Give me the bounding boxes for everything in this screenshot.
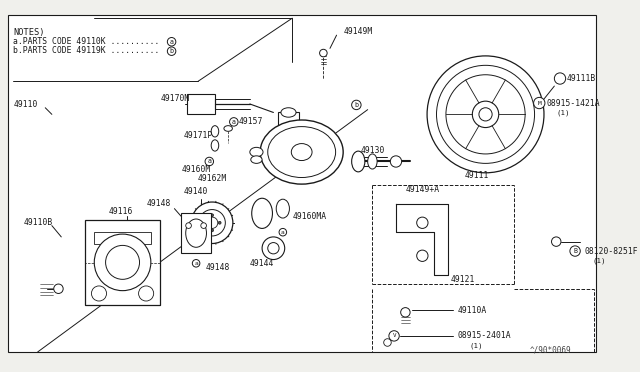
Ellipse shape [351, 151, 365, 172]
Circle shape [268, 243, 279, 254]
Circle shape [389, 331, 399, 341]
Circle shape [427, 56, 544, 173]
Circle shape [390, 156, 402, 167]
Circle shape [211, 229, 214, 232]
Ellipse shape [268, 126, 335, 177]
Ellipse shape [368, 154, 377, 169]
Text: NOTES): NOTES) [13, 28, 45, 36]
Circle shape [199, 209, 225, 236]
Bar [181, 213, 211, 253]
Bar [85, 220, 160, 305]
Text: 49144: 49144 [250, 259, 274, 268]
Ellipse shape [211, 140, 219, 151]
Text: 08915-2401A: 08915-2401A [457, 331, 511, 340]
Text: (1): (1) [592, 257, 605, 264]
Ellipse shape [211, 126, 219, 137]
Text: 49116: 49116 [108, 207, 132, 216]
Text: 49110A: 49110A [457, 306, 486, 315]
Ellipse shape [291, 144, 312, 161]
Text: 49110: 49110 [13, 100, 38, 109]
Text: 08915-1421A: 08915-1421A [547, 99, 600, 108]
Text: 49111B: 49111B [566, 74, 596, 83]
Text: 49157: 49157 [239, 118, 263, 126]
Text: (1): (1) [556, 109, 570, 116]
Text: B: B [573, 248, 577, 254]
Circle shape [351, 100, 361, 110]
Circle shape [417, 250, 428, 262]
Circle shape [218, 221, 221, 224]
Text: 49148: 49148 [146, 199, 170, 208]
Text: a: a [170, 39, 173, 45]
Circle shape [279, 228, 287, 236]
Circle shape [262, 237, 285, 260]
Text: 49162M: 49162M [198, 174, 227, 183]
Circle shape [384, 339, 391, 346]
Ellipse shape [252, 198, 273, 228]
Circle shape [203, 221, 206, 224]
Ellipse shape [276, 199, 289, 218]
Circle shape [139, 286, 154, 301]
Ellipse shape [224, 126, 232, 131]
Text: ^/90*0069: ^/90*0069 [530, 346, 572, 355]
Text: b: b [170, 48, 173, 54]
Circle shape [472, 101, 499, 128]
Text: 49160MA: 49160MA [292, 212, 326, 221]
Bar [278, 112, 299, 128]
Text: 49170M: 49170M [160, 94, 189, 103]
Text: 49160M: 49160M [182, 164, 211, 173]
Text: 49130: 49130 [361, 146, 385, 155]
Circle shape [319, 49, 327, 57]
Text: 49149M: 49149M [344, 27, 373, 36]
Circle shape [570, 246, 580, 256]
Text: 49110B: 49110B [24, 218, 53, 227]
Circle shape [401, 308, 410, 317]
Bar [94, 232, 151, 244]
Circle shape [446, 75, 525, 154]
Circle shape [201, 223, 207, 228]
Text: 49171P: 49171P [184, 131, 213, 140]
Circle shape [207, 217, 218, 228]
Circle shape [92, 286, 106, 301]
Circle shape [54, 284, 63, 294]
Text: 08120-8251F: 08120-8251F [584, 247, 638, 256]
Bar [187, 94, 215, 114]
Text: a: a [232, 119, 236, 125]
Circle shape [205, 157, 214, 166]
Text: 49148: 49148 [205, 263, 230, 272]
Text: a: a [194, 261, 198, 266]
Text: a: a [281, 230, 285, 235]
Text: a.PARTS CODE 49110K ..........: a.PARTS CODE 49110K .......... [13, 37, 159, 46]
Circle shape [193, 260, 200, 267]
Text: (1): (1) [470, 342, 483, 349]
Circle shape [191, 202, 233, 244]
Circle shape [230, 118, 238, 126]
Text: b.PARTS CODE 49119K ..........: b.PARTS CODE 49119K .......... [13, 46, 159, 55]
Circle shape [534, 97, 545, 109]
Circle shape [186, 223, 191, 228]
Circle shape [554, 73, 566, 84]
Text: a: a [207, 158, 211, 164]
Ellipse shape [186, 219, 207, 247]
Text: b: b [355, 102, 358, 108]
Ellipse shape [250, 147, 263, 157]
Circle shape [167, 38, 176, 46]
Circle shape [94, 234, 151, 291]
Ellipse shape [281, 108, 296, 117]
Circle shape [417, 217, 428, 228]
Circle shape [552, 237, 561, 246]
Circle shape [211, 214, 214, 217]
Text: 49121: 49121 [451, 275, 475, 283]
Circle shape [479, 108, 492, 121]
Text: 49149+A: 49149+A [405, 185, 440, 194]
Ellipse shape [260, 120, 343, 184]
Circle shape [436, 65, 534, 163]
Ellipse shape [251, 156, 262, 163]
Text: 49111: 49111 [465, 171, 489, 180]
Circle shape [106, 246, 140, 279]
Text: 49140: 49140 [184, 187, 208, 196]
Circle shape [167, 47, 176, 55]
Text: M: M [538, 100, 541, 106]
Text: V: V [392, 333, 396, 339]
